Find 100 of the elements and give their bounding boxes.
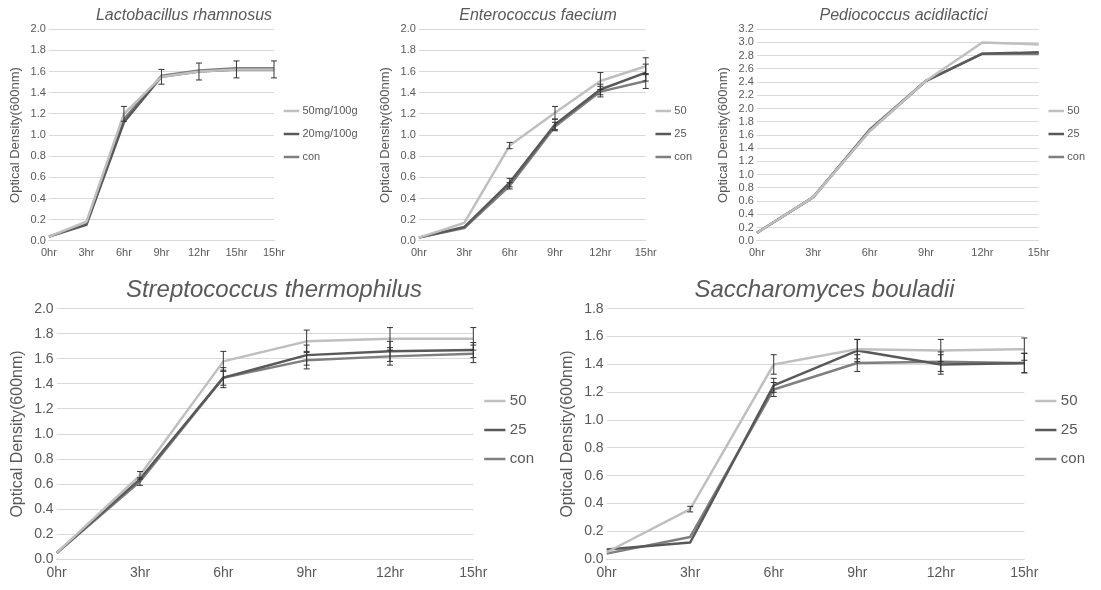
y-tick-label: 1.0 (34, 424, 54, 441)
x-tick-label: 0hr (410, 246, 428, 259)
y-tick-label: 2.0 (30, 22, 46, 35)
y-tick-label: 0.8 (30, 149, 46, 162)
y-axis-title: Optical Density(600nm) (558, 350, 576, 518)
y-tick-label: 1.4 (30, 85, 46, 98)
y-tick-label: 3.0 (738, 35, 754, 48)
y-tick-label: 0.4 (584, 494, 604, 511)
y-tick-label: 1.2 (30, 106, 46, 119)
y-tick-label: 2.8 (738, 48, 754, 61)
y-tick-label: 2.0 (738, 101, 754, 114)
x-tick-label: 15hr (634, 246, 658, 259)
y-tick-label: 1.4 (584, 355, 604, 372)
y-tick-label: 1.2 (34, 399, 54, 416)
x-tick-label: 12hr (375, 564, 405, 581)
legend-label: 50mg/100g (302, 104, 358, 117)
y-tick-label: 1.8 (738, 114, 754, 127)
legend-label: 50 (1060, 391, 1078, 409)
y-tick-label: 1.2 (400, 106, 416, 119)
y-tick-label: 1.6 (584, 327, 604, 344)
x-tick-label: 15hr (459, 564, 488, 581)
legend-label: 25 (1067, 127, 1080, 140)
y-tick-label: 0.0 (30, 233, 46, 246)
y-tick-label: 0.8 (584, 438, 604, 455)
legend-label: 25 (1060, 420, 1078, 438)
y-tick-label: 1.6 (34, 349, 54, 366)
x-tick-label: 3hr (78, 246, 95, 259)
y-tick-label: 0.4 (400, 191, 416, 204)
y-tick-label: 1.0 (400, 128, 416, 141)
y-tick-label: 0.0 (738, 233, 754, 246)
y-tick-label: 0.6 (400, 170, 416, 183)
y-tick-label: 1.8 (34, 324, 54, 341)
y-tick-label: 0.2 (34, 525, 54, 542)
y-axis-title: Optical Density(600nm) (7, 67, 23, 203)
y-tick-label: 0.6 (34, 474, 54, 491)
x-tick-label: 15hr (1010, 564, 1039, 581)
legend-label: con (1067, 150, 1086, 163)
x-tick-label: 6hr (861, 246, 878, 259)
y-tick-label: 1.4 (738, 141, 754, 154)
y-tick-label: 2.0 (400, 22, 416, 35)
legend-label: 50 (1067, 104, 1080, 117)
chart-title: Streptococcus thermophilus (125, 275, 423, 303)
x-tick-label: 15hr (225, 246, 248, 259)
y-tick-label: 1.8 (584, 299, 604, 316)
x-tick-label: 9hr (847, 564, 868, 581)
legend-label: 50 (509, 391, 527, 409)
x-tick-label: 0hr (46, 564, 68, 581)
y-tick-label: 3.2 (738, 22, 754, 35)
y-tick-label: 0.8 (34, 449, 54, 466)
y-tick-label: 0.4 (30, 191, 46, 204)
x-tick-label: 3hr (805, 246, 822, 259)
y-axis-title: Optical Density(600nm) (8, 350, 26, 518)
y-axis-title: Optical Density(600nm) (715, 67, 731, 203)
x-tick-label: 6hr (501, 246, 518, 259)
y-tick-label: 1.0 (738, 167, 754, 180)
legend-label: 25 (674, 127, 687, 140)
legend-label: con (509, 449, 534, 467)
x-tick-label: 12hr (589, 246, 612, 259)
y-tick-label: 1.2 (738, 154, 754, 167)
y-tick-label: 1.4 (34, 374, 54, 391)
x-tick-label: 0hr (748, 246, 766, 259)
x-tick-label: 0hr (40, 246, 58, 259)
y-tick-label: 0.0 (584, 550, 604, 567)
y-tick-label: 0.2 (30, 212, 46, 225)
y-tick-label: 2.6 (738, 61, 754, 74)
y-tick-label: 0.4 (34, 499, 54, 516)
x-tick-label: 12hr (187, 246, 211, 259)
chart-title: Enterococcus faecium (459, 6, 617, 24)
x-tick-label: 3hr (456, 246, 473, 259)
chart-title: Saccharomyces bouladii (694, 275, 956, 303)
legend-label: con (1060, 449, 1085, 467)
y-tick-label: 1.8 (400, 43, 416, 56)
y-tick-label: 1.0 (30, 128, 46, 141)
y-tick-label: 1.4 (400, 85, 416, 98)
x-tick-label: 15hr (1027, 246, 1051, 259)
x-tick-label: 0hr (596, 564, 618, 581)
y-tick-label: 1.8 (30, 43, 46, 56)
legend-label: 25 (509, 420, 527, 438)
legend-label: 50 (674, 104, 687, 117)
y-tick-label: 0.6 (738, 194, 754, 207)
x-tick-label: 12hr (971, 246, 994, 259)
y-tick-label: 0.4 (738, 207, 754, 220)
y-axis-title: Optical Density(600nm) (377, 67, 393, 203)
y-tick-label: 0.6 (584, 466, 604, 483)
x-tick-label: 9hr (547, 246, 564, 259)
y-tick-label: 1.6 (738, 128, 754, 141)
y-tick-label: 0.2 (738, 220, 754, 233)
y-tick-label: 1.0 (584, 410, 604, 427)
y-tick-label: 0.2 (400, 212, 416, 225)
x-tick-label: 9hr (918, 246, 935, 259)
legend-label: 20mg/100g (302, 127, 358, 140)
y-tick-label: 0.0 (400, 233, 416, 246)
y-tick-label: 2.2 (738, 88, 754, 101)
x-tick-label: 12hr (926, 564, 956, 581)
x-tick-label: 9hr (153, 246, 170, 259)
y-tick-label: 1.6 (30, 64, 46, 77)
y-tick-label: 2.4 (738, 75, 754, 88)
x-tick-label: 6hr (213, 564, 234, 581)
legend-label: con (674, 150, 693, 163)
x-tick-label: 15hr (262, 246, 286, 259)
